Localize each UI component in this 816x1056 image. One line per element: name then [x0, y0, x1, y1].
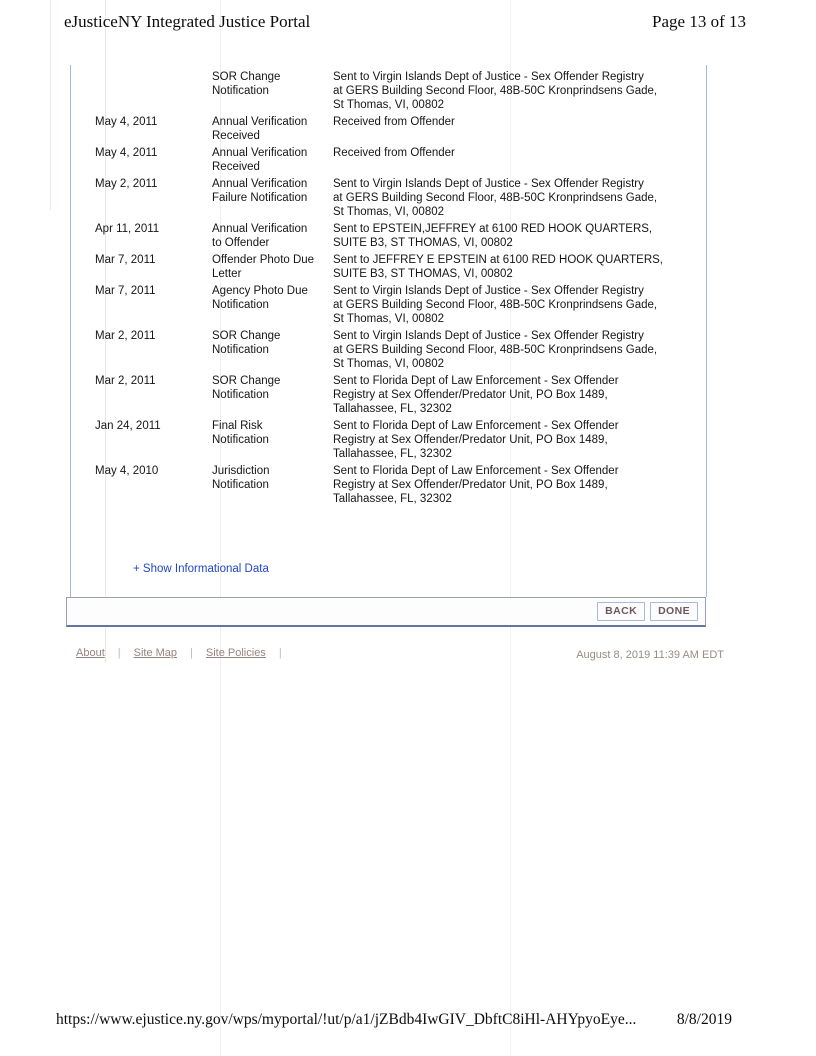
site-footer: About | Site Map | Site Policies | — [76, 647, 282, 659]
row-date: May 4, 2011 — [95, 147, 158, 159]
row-type: Final Risk Notification — [212, 420, 269, 446]
row-type: Annual Verification to Offender — [212, 223, 308, 249]
row-date: Mar 7, 2011 — [95, 285, 156, 297]
row-desc: Sent to Florida Dept of Law Enforcement … — [333, 420, 619, 460]
row-type: Annual Verification Received — [212, 116, 308, 142]
show-informational-data-link[interactable]: + Show Informational Data — [133, 563, 269, 575]
table-row: Mar 2, 2011 SOR Change Notification Sent… — [95, 329, 706, 371]
row-date: Mar 2, 2011 — [95, 375, 156, 387]
row-date: Mar 7, 2011 — [95, 254, 156, 266]
row-type: SOR Change Notification — [212, 71, 281, 97]
row-desc: Sent to Virgin Islands Dept of Justice -… — [333, 330, 658, 370]
print-footer: https://www.ejustice.ny.gov/wps/myportal… — [56, 1011, 732, 1029]
print-date: 8/8/2019 — [676, 1011, 732, 1028]
portal-title: eJusticeNY Integrated Justice Portal — [64, 12, 311, 31]
row-desc: Received from Offender — [333, 147, 455, 159]
footer-separator: | — [117, 647, 121, 659]
row-date: Mar 2, 2011 — [95, 330, 156, 342]
table-row: Apr 11, 2011 Annual Verification to Offe… — [95, 222, 706, 250]
row-date: May 4, 2010 — [95, 465, 159, 477]
notification-table: SOR Change Notification Sent to Virgin I… — [70, 65, 707, 597]
row-desc: Sent to Florida Dept of Law Enforcement … — [333, 375, 619, 415]
table-row: May 4, 2011 Annual Verification Received… — [95, 115, 706, 143]
table-row: Jan 24, 2011 Final Risk Notification Sen… — [95, 419, 706, 461]
done-button[interactable]: DONE — [650, 602, 698, 621]
table-row: May 4, 2010 Jurisdiction Notification Se… — [95, 464, 706, 506]
row-date: Apr 11, 2011 — [95, 223, 160, 235]
table-row: SOR Change Notification Sent to Virgin I… — [95, 70, 706, 112]
table-row: Mar 2, 2011 SOR Change Notification Sent… — [95, 374, 706, 416]
table-row: May 2, 2011 Annual Verification Failure … — [95, 177, 706, 219]
row-date: Jan 24, 2011 — [95, 420, 161, 432]
footer-link-site-map[interactable]: Site Map — [133, 647, 178, 659]
row-desc: Sent to JEFFREY E EPSTEIN at 6100 RED HO… — [333, 254, 663, 280]
row-date: May 4, 2011 — [95, 116, 158, 128]
table-row: May 4, 2011 Annual Verification Received… — [95, 146, 706, 174]
button-bar: BACK DONE — [66, 597, 706, 627]
scan-line — [50, 0, 51, 210]
table-row: Mar 7, 2011 Agency Photo Due Notificatio… — [95, 284, 706, 326]
row-type: Agency Photo Due Notification — [212, 285, 308, 311]
row-type: SOR Change Notification — [212, 375, 281, 401]
row-date: May 2, 2011 — [95, 178, 158, 190]
row-desc: Sent to Florida Dept of Law Enforcement … — [333, 465, 619, 505]
scan-line — [510, 0, 511, 1056]
back-button[interactable]: BACK — [597, 602, 646, 621]
timestamp: August 8, 2019 11:39 AM EDT — [576, 649, 724, 661]
row-desc: Sent to Virgin Islands Dept of Justice -… — [333, 178, 658, 218]
print-header: eJusticeNY Integrated Justice Portal Pag… — [64, 12, 746, 32]
row-desc: Sent to EPSTEIN,JEFFREY at 6100 RED HOOK… — [333, 223, 653, 249]
print-url: https://www.ejustice.ny.gov/wps/myportal… — [56, 1011, 637, 1028]
row-type: Offender Photo Due Letter — [212, 254, 315, 280]
row-desc: Sent to Virgin Islands Dept of Justice -… — [333, 285, 658, 325]
footer-separator: | — [190, 647, 193, 659]
row-type: Jurisdiction Notification — [212, 465, 270, 491]
notification-table-body: SOR Change Notification Sent to Virgin I… — [71, 65, 706, 506]
row-type: SOR Change Notification — [212, 330, 281, 356]
footer-link-about[interactable]: About — [76, 647, 105, 659]
row-desc: Received from Offender — [333, 116, 455, 128]
page-number: Page 13 of 13 — [652, 12, 746, 31]
footer-separator: | — [278, 647, 282, 659]
table-row: Mar 7, 2011 Offender Photo Due Letter Se… — [95, 253, 706, 281]
scan-line — [105, 0, 106, 662]
row-type: Annual Verification Received — [212, 147, 308, 173]
row-desc: Sent to Virgin Islands Dept of Justice -… — [333, 71, 658, 111]
footer-link-site-policies[interactable]: Site Policies — [205, 647, 266, 659]
row-type: Annual Verification Failure Notification — [212, 178, 308, 204]
scan-line — [220, 0, 221, 1056]
